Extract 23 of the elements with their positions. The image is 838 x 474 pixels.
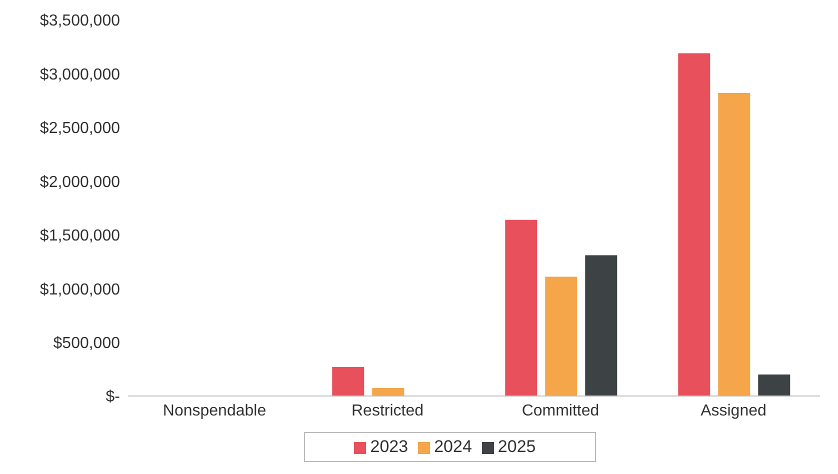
bar [678, 53, 710, 396]
y-tick-label: $500,000 [53, 334, 120, 352]
bar [372, 388, 404, 396]
y-tick-label: $2,500,000 [40, 120, 120, 138]
legend-label: 2024 [434, 437, 472, 456]
legend-label: 2025 [498, 437, 536, 456]
y-tick-label: $1,500,000 [40, 228, 120, 245]
y-tick-label: $3,000,000 [40, 66, 120, 84]
x-tick-label: Restricted [351, 402, 424, 420]
x-tick-label: Assigned [700, 402, 766, 420]
bar [585, 255, 618, 396]
x-tick-label: Nonspendable [162, 402, 266, 420]
bar [332, 366, 364, 396]
bar [545, 276, 578, 396]
legend-label: 2023 [370, 437, 408, 456]
x-tick-label: Committed [522, 402, 600, 420]
bar [505, 220, 538, 396]
y-tick-label: $2,000,000 [40, 174, 120, 191]
y-tick-label: $3,500,000 [40, 12, 120, 30]
y-tick-label: $- [106, 388, 120, 406]
bar [758, 374, 790, 396]
y-tick-label: $1,000,000 [40, 281, 120, 298]
bar [718, 93, 750, 396]
